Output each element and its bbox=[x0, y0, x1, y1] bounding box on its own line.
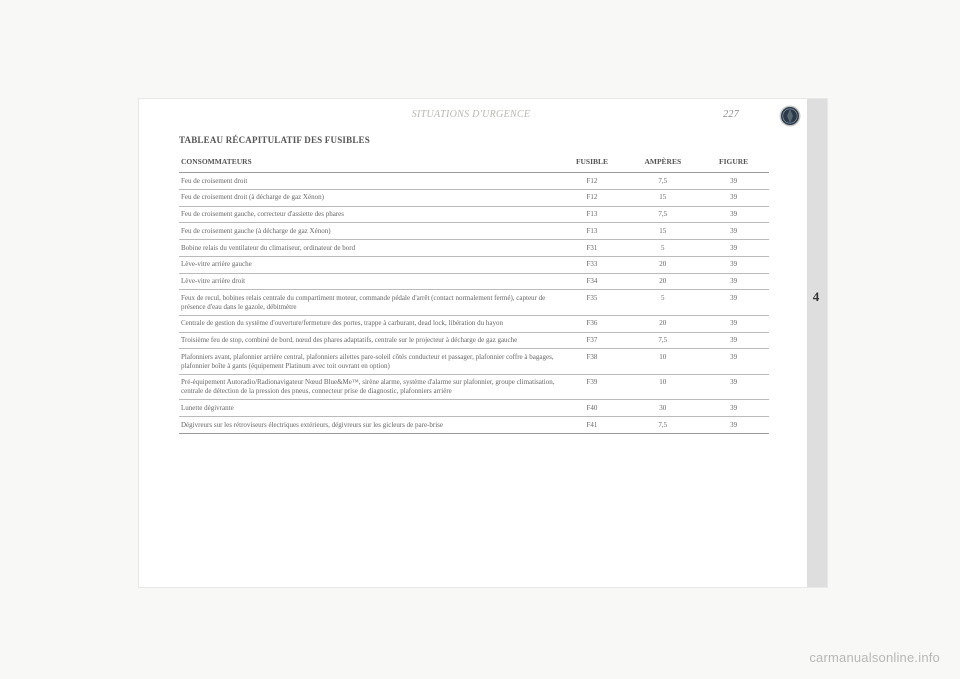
table-row: Lève-vitre arrière droitF342039 bbox=[179, 273, 769, 290]
cell-fusible: F31 bbox=[557, 240, 628, 257]
cell-consommateurs: Troisième feu de stop, combiné de bord, … bbox=[179, 332, 557, 349]
col-figure: FIGURE bbox=[698, 153, 769, 173]
content-area: TABLEAU RÉCAPITULATIF DES FUSIBLES CONSO… bbox=[179, 135, 769, 434]
cell-consommateurs: Bobine relais du ventilateur du climatis… bbox=[179, 240, 557, 257]
cell-fusible: F37 bbox=[557, 332, 628, 349]
cell-consommateurs: Dégivreurs sur les rétroviseurs électriq… bbox=[179, 417, 557, 434]
cell-consommateurs: Feu de croisement droit (à décharge de g… bbox=[179, 189, 557, 206]
cell-amperes: 20 bbox=[627, 256, 698, 273]
watermark: carmanualsonline.info bbox=[809, 650, 940, 665]
col-amperes: AMPÈRES bbox=[627, 153, 698, 173]
cell-consommateurs: Lève-vitre arrière gauche bbox=[179, 256, 557, 273]
page-header: SITUATIONS D'URGENCE 227 bbox=[179, 109, 739, 120]
table-row: Centrale de gestion du système d'ouvertu… bbox=[179, 315, 769, 332]
cell-fusible: F41 bbox=[557, 417, 628, 434]
table-row: Feu de croisement gauche, correcteur d'a… bbox=[179, 206, 769, 223]
cell-fusible: F36 bbox=[557, 315, 628, 332]
cell-figure: 39 bbox=[698, 173, 769, 190]
col-fusible: FUSIBLE bbox=[557, 153, 628, 173]
table-title: TABLEAU RÉCAPITULATIF DES FUSIBLES bbox=[179, 135, 769, 145]
table-row: Bobine relais du ventilateur du climatis… bbox=[179, 240, 769, 257]
cell-amperes: 7,5 bbox=[627, 173, 698, 190]
cell-fusible: F38 bbox=[557, 349, 628, 375]
cell-fusible: F12 bbox=[557, 173, 628, 190]
table-row: Plafonniers avant, plafonnier arrière ce… bbox=[179, 349, 769, 375]
cell-fusible: F12 bbox=[557, 189, 628, 206]
cell-amperes: 30 bbox=[627, 400, 698, 417]
cell-fusible: F33 bbox=[557, 256, 628, 273]
cell-amperes: 5 bbox=[627, 240, 698, 257]
cell-figure: 39 bbox=[698, 189, 769, 206]
cell-consommateurs: Feu de croisement droit bbox=[179, 173, 557, 190]
cell-consommateurs: Feu de croisement gauche, correcteur d'a… bbox=[179, 206, 557, 223]
cell-consommateurs: Pré-équipement Autoradio/Radionavigateur… bbox=[179, 374, 557, 400]
cell-figure: 39 bbox=[698, 223, 769, 240]
cell-amperes: 20 bbox=[627, 273, 698, 290]
cell-amperes: 15 bbox=[627, 223, 698, 240]
cell-fusible: F40 bbox=[557, 400, 628, 417]
table-row: Lunette dégivranteF403039 bbox=[179, 400, 769, 417]
fuse-table: CONSOMMATEURS FUSIBLE AMPÈRES FIGURE Feu… bbox=[179, 153, 769, 434]
cell-figure: 39 bbox=[698, 374, 769, 400]
cell-consommateurs: Lève-vitre arrière droit bbox=[179, 273, 557, 290]
chapter-number: 4 bbox=[809, 289, 823, 305]
cell-fusible: F13 bbox=[557, 223, 628, 240]
table-header-row: CONSOMMATEURS FUSIBLE AMPÈRES FIGURE bbox=[179, 153, 769, 173]
page-number: 227 bbox=[723, 109, 739, 120]
cell-consommateurs: Plafonniers avant, plafonnier arrière ce… bbox=[179, 349, 557, 375]
cell-figure: 39 bbox=[698, 290, 769, 316]
cell-figure: 39 bbox=[698, 332, 769, 349]
cell-figure: 39 bbox=[698, 206, 769, 223]
table-row: Feu de croisement droitF127,539 bbox=[179, 173, 769, 190]
cell-figure: 39 bbox=[698, 417, 769, 434]
cell-consommateurs: Lunette dégivrante bbox=[179, 400, 557, 417]
cell-fusible: F13 bbox=[557, 206, 628, 223]
cell-amperes: 15 bbox=[627, 189, 698, 206]
cell-figure: 39 bbox=[698, 256, 769, 273]
table-row: Feux de recul, bobines relais centrale d… bbox=[179, 290, 769, 316]
table-row: Lève-vitre arrière gaucheF332039 bbox=[179, 256, 769, 273]
cell-consommateurs: Feu de croisement gauche (à décharge de … bbox=[179, 223, 557, 240]
table-row: Feu de croisement droit (à décharge de g… bbox=[179, 189, 769, 206]
cell-figure: 39 bbox=[698, 349, 769, 375]
table-row: Pré-équipement Autoradio/Radionavigateur… bbox=[179, 374, 769, 400]
col-consommateurs: CONSOMMATEURS bbox=[179, 153, 557, 173]
cell-figure: 39 bbox=[698, 240, 769, 257]
table-row: Feu de croisement gauche (à décharge de … bbox=[179, 223, 769, 240]
cell-amperes: 10 bbox=[627, 374, 698, 400]
manual-page: 4 SITUATIONS D'URGENCE 227 TABLEAU RÉCAP… bbox=[138, 98, 828, 588]
cell-amperes: 5 bbox=[627, 290, 698, 316]
side-tab: 4 bbox=[807, 99, 827, 587]
cell-amperes: 7,5 bbox=[627, 206, 698, 223]
cell-fusible: F39 bbox=[557, 374, 628, 400]
cell-fusible: F35 bbox=[557, 290, 628, 316]
cell-fusible: F34 bbox=[557, 273, 628, 290]
cell-figure: 39 bbox=[698, 315, 769, 332]
table-row: Dégivreurs sur les rétroviseurs électriq… bbox=[179, 417, 769, 434]
cell-consommateurs: Feux de recul, bobines relais centrale d… bbox=[179, 290, 557, 316]
cell-figure: 39 bbox=[698, 400, 769, 417]
cell-amperes: 7,5 bbox=[627, 332, 698, 349]
cell-amperes: 7,5 bbox=[627, 417, 698, 434]
cell-figure: 39 bbox=[698, 273, 769, 290]
cell-consommateurs: Centrale de gestion du système d'ouvertu… bbox=[179, 315, 557, 332]
brand-badge bbox=[779, 105, 801, 127]
cell-amperes: 10 bbox=[627, 349, 698, 375]
cell-amperes: 20 bbox=[627, 315, 698, 332]
table-row: Troisième feu de stop, combiné de bord, … bbox=[179, 332, 769, 349]
section-title: SITUATIONS D'URGENCE bbox=[219, 109, 723, 120]
